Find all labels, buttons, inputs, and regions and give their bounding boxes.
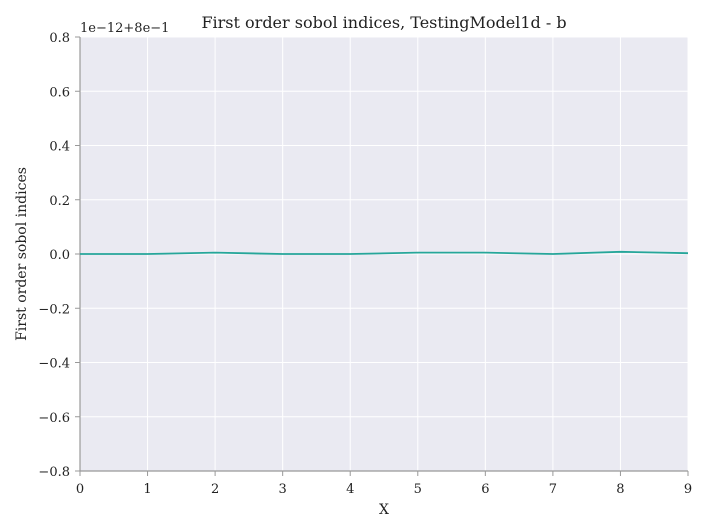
y-axis-offset-label: 1e−12+8e−1	[80, 21, 169, 36]
x-tick-label: 4	[346, 482, 354, 497]
x-tick-labels: 0 1 2 3 4 5 6 7 8 9	[76, 471, 692, 497]
x-tick-label: 3	[279, 482, 287, 497]
y-tick-label: 0.8	[49, 31, 70, 46]
series-line	[80, 250, 689, 255]
x-tick-label: 2	[211, 482, 219, 497]
chart-title: First order sobol indices, TestingModel1…	[201, 13, 566, 32]
x-tick-label: 0	[76, 482, 84, 497]
x-axis-label: X	[379, 502, 389, 518]
y-tick-label: 0.4	[49, 140, 70, 155]
x-tick-label: 1	[143, 482, 151, 497]
x-tick-label: 8	[616, 482, 624, 497]
y-axis-label: First order sobol indices	[14, 167, 30, 341]
y-tick-label: 0.0	[49, 248, 70, 263]
x-tick-label: 6	[481, 482, 489, 497]
x-tick-label: 7	[549, 482, 557, 497]
x-tick-label: 5	[414, 482, 422, 497]
y-tick-label: −0.2	[38, 302, 70, 317]
y-tick-label: 0.2	[49, 194, 70, 209]
y-tick-labels: −0.8 −0.6 −0.4 −0.2 0.0 0.2 0.4 0.6 0.8	[38, 31, 80, 480]
series-layer	[80, 250, 689, 255]
x-tick-label: 9	[684, 482, 692, 497]
y-tick-label: −0.4	[38, 357, 70, 372]
y-tick-label: −0.8	[38, 465, 70, 480]
y-tick-label: −0.6	[38, 411, 70, 426]
y-tick-label: 0.6	[49, 85, 70, 100]
